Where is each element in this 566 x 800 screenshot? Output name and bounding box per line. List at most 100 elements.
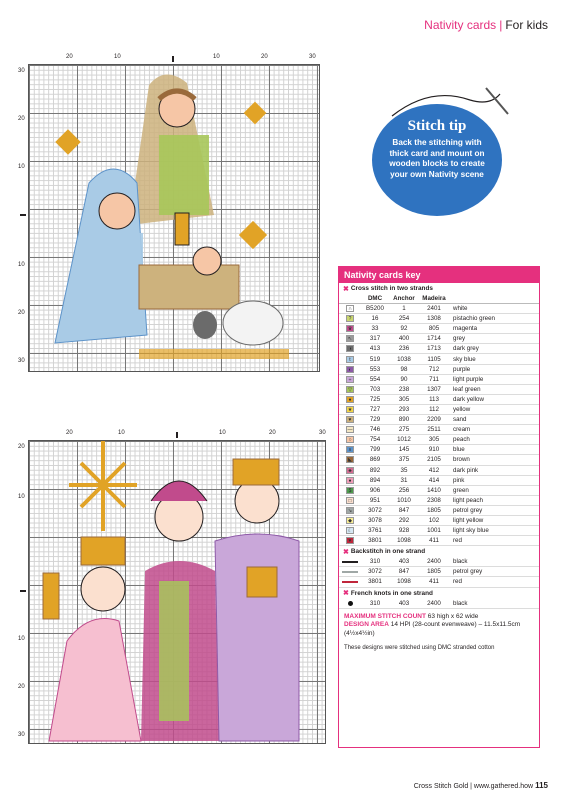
key-row: ÷ 554 90 711 light purple: [339, 375, 539, 385]
top-chart: [28, 64, 320, 372]
anchor-code: 1038: [397, 355, 411, 363]
dmc-code: 3078: [368, 517, 382, 525]
king1-face: [80, 566, 126, 612]
key-row: ▽ 703 238 1307 leaf green: [339, 385, 539, 395]
madeira-code: 2400: [427, 558, 441, 566]
dmc-code: 729: [369, 416, 381, 424]
big-star: [69, 441, 137, 531]
thread-name: red: [453, 578, 462, 586]
center-tick: [20, 590, 26, 592]
thread-symbol: ?: [339, 315, 361, 323]
thread-name: magenta: [453, 325, 478, 333]
key-row: t 519 1038 1105 sky blue: [339, 354, 539, 365]
symbol-swatch: ?: [346, 315, 354, 323]
page-footer: Cross Stitch Gold | www.gathered.how 115: [414, 781, 548, 790]
top-axis-num: 10: [219, 430, 226, 436]
madeira-code: 805: [428, 325, 440, 333]
nativity-key: Nativity cards key ✖ Cross stitch in two …: [338, 266, 540, 748]
dmc-code: 3072: [368, 506, 382, 514]
madeira-code: 411: [429, 537, 439, 545]
symbol-swatch: $: [346, 486, 354, 494]
madeira-code: 2105: [427, 456, 441, 464]
key-row: ∩ B5200 1 2401 white: [339, 304, 539, 315]
thread-name: brown: [453, 456, 470, 464]
thread-name: black: [453, 558, 468, 566]
anchor-code: 90: [400, 375, 408, 383]
thread-symbol: ●: [339, 395, 361, 403]
french-section-label: French knots in one strand: [350, 589, 433, 597]
thread-name: dark pink: [453, 466, 479, 474]
lantern: [174, 212, 190, 246]
anchor-code: 254: [398, 315, 410, 323]
dmc-code: 894: [369, 476, 381, 484]
madeira-code: 1105: [427, 355, 441, 363]
top-axis-num: 30: [319, 430, 326, 436]
dmc-code: 317: [369, 335, 381, 343]
side-axis-num: 10: [18, 636, 25, 642]
dmc-code: B5200: [366, 305, 384, 313]
thread-name: leaf green: [453, 385, 481, 393]
cross-icon: ✖: [343, 590, 349, 598]
page-header: Nativity cards | For kids: [424, 18, 548, 32]
king1-gift: [42, 572, 60, 620]
thread-name: sky blue: [453, 355, 476, 363]
max-stitch-label: MAXIMUM STITCH COUNT: [344, 612, 426, 620]
madeira-code: 2209: [427, 416, 441, 424]
thread-name: blue: [453, 446, 465, 454]
symbol-swatch: ◐: [346, 365, 354, 373]
thread-symbol: ♥: [339, 537, 361, 545]
thread-symbol: ◐: [339, 365, 361, 373]
thread-symbol: ○: [339, 436, 361, 444]
key-row: ◆ 3078 292 102 light yellow: [339, 516, 539, 527]
center-tick: [172, 56, 174, 62]
section-title: Nativity cards: [424, 18, 497, 32]
king2-hat: [150, 480, 208, 502]
thread-name: purple: [453, 365, 471, 373]
thread-name: light sky blue: [453, 527, 489, 535]
mary-robe: [159, 135, 209, 215]
hay: [139, 349, 289, 359]
french-knot-dot: [347, 600, 353, 606]
side-axis-num: 30: [18, 68, 25, 74]
side-axis-num: 20: [18, 116, 25, 122]
side-axis-num: 10: [18, 494, 25, 500]
top-axis-num: 20: [66, 430, 73, 436]
thread-symbol: —: [339, 426, 361, 434]
dmc-code: 413: [369, 345, 381, 353]
cross-icon: ✖: [343, 285, 349, 293]
thread-symbol: [339, 561, 361, 563]
anchor-code: 145: [398, 446, 410, 454]
anchor-code: 31: [400, 476, 408, 484]
thread-symbol: ♣: [339, 466, 361, 474]
dmc-code: 554: [369, 375, 381, 383]
thread-name: pink: [453, 476, 465, 484]
madeira-code: 1805: [427, 506, 441, 514]
key-note: These designs were stitched using DMC st…: [344, 645, 495, 652]
madeira-code: 711: [429, 375, 439, 383]
sheep-head: [193, 311, 217, 339]
key-row: 310 403 2400 black: [339, 599, 539, 609]
cross-stitch-rows: ∩ B5200 1 2401 white? 16 254 1308 pistachio gree…: [339, 304, 539, 547]
design-area-label: DESIGN AREA: [344, 621, 389, 629]
thread-symbol: $: [339, 486, 361, 494]
side-axis-num: 10: [18, 164, 25, 170]
dmc-code: 310: [369, 558, 381, 566]
anchor-header: Anchor: [393, 295, 415, 302]
mary-hair: [157, 88, 197, 101]
king3-gift: [246, 566, 278, 598]
dmc-code: 869: [369, 456, 381, 464]
key-row: ↘ 3072 847 1805 petrol grey: [339, 506, 539, 516]
dmc-code: 553: [369, 365, 381, 373]
key-row: — 746 275 2511 cream: [339, 425, 539, 436]
key-row: ● 894 31 414 pink: [339, 476, 539, 486]
key-row: □ 951 1010 2308 light peach: [339, 496, 539, 506]
madeira-code: 910: [428, 446, 440, 454]
anchor-code: 236: [398, 345, 410, 353]
dmc-code: 16: [371, 315, 379, 323]
key-row: ? 16 254 1308 pistachio green: [339, 314, 539, 325]
symbol-swatch: ♥: [346, 416, 354, 424]
cross-section-label: Cross stitch in two strands: [350, 285, 433, 292]
symbol-swatch: ↖: [346, 335, 354, 343]
madeira-code: 712: [428, 365, 440, 373]
thread-symbol: [339, 600, 361, 606]
